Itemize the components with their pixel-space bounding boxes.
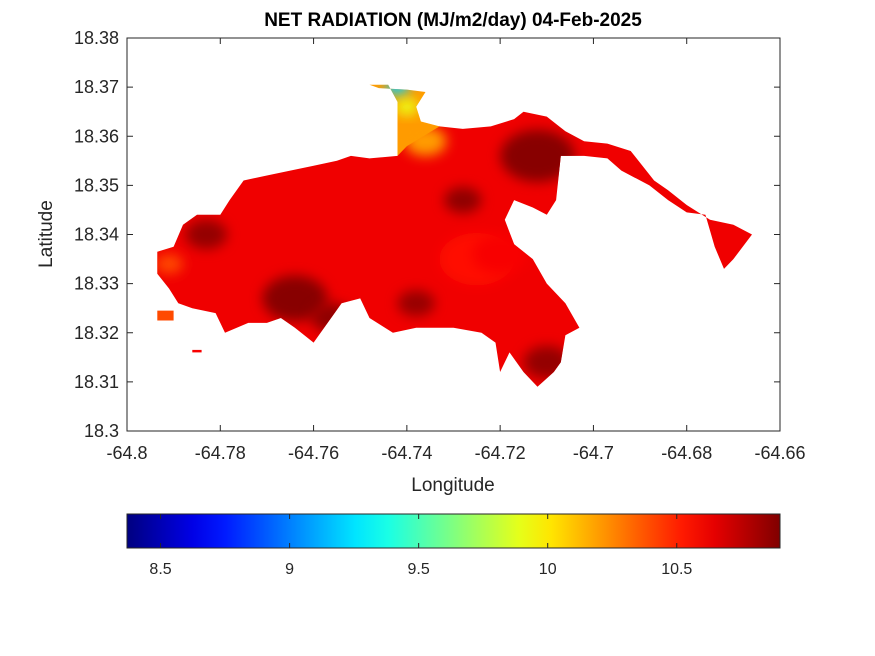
x-axis-ticks: -64.8 -64.78 -64.76 -64.74 -64.72 -64.7 -64.68… (106, 38, 806, 463)
y-axis-ticks: 18.3 18.31 18.32 18.33 18.34 18.35 18.36 18.37 1… (74, 28, 780, 441)
y-tick-label: 18.38 (74, 28, 119, 48)
x-tick-label: -64.68 (661, 443, 712, 463)
y-tick-label: 18.36 (74, 126, 119, 146)
chart-title: NET RADIATION (MJ/m2/day) 04-Feb-2025 (264, 10, 642, 31)
y-tick-label: 18.33 (74, 274, 119, 294)
region-north-peninsula (369, 84, 440, 156)
region-southwest-islet (192, 349, 202, 353)
x-tick-label: -64.78 (195, 443, 246, 463)
x-axis-label: Longitude (411, 475, 494, 496)
hotspot (157, 254, 183, 274)
hotspot (404, 126, 447, 156)
colorbar-tick-label: 10.5 (661, 561, 692, 578)
colorbar-tick-label: 9.5 (408, 561, 430, 578)
y-tick-label: 18.35 (74, 175, 119, 195)
y-tick-label: 18.32 (74, 323, 119, 343)
colorbar (126, 513, 781, 549)
hotspot (395, 98, 419, 116)
colorbar-tick-label: 9 (285, 561, 294, 578)
colorbar-ticks: 8.5 9 9.5 10 10.5 (149, 514, 692, 578)
hotspot (185, 219, 228, 250)
x-tick-label: -64.76 (288, 443, 339, 463)
y-tick-label: 18.31 (74, 372, 119, 392)
y-tick-label: 18.3 (84, 421, 119, 441)
y-axis-label: Latitude (36, 200, 57, 268)
x-tick-label: -64.66 (754, 443, 805, 463)
hotspot (262, 275, 328, 322)
hotspot (444, 187, 482, 214)
hotspot (397, 290, 435, 317)
x-tick-label: -64.8 (106, 443, 147, 463)
x-tick-label: -64.7 (573, 443, 614, 463)
y-tick-label: 18.34 (74, 225, 119, 245)
region-western-islet (157, 310, 174, 321)
colorbar-tick-label: 10 (539, 561, 557, 578)
x-tick-label: -64.72 (475, 443, 526, 463)
hotspot (472, 234, 529, 274)
colorbar-tick-label: 8.5 (149, 561, 171, 578)
x-tick-label: -64.74 (381, 443, 432, 463)
y-tick-label: 18.37 (74, 77, 119, 97)
hotspot (500, 129, 575, 182)
